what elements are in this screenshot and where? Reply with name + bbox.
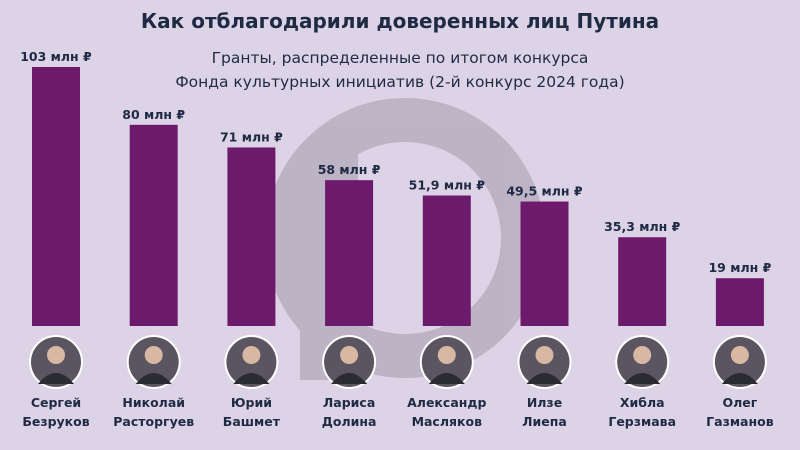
value-label-8: 19 млн ₽ — [708, 260, 771, 275]
chart-subtitle-line-1: Гранты, распределенные по итогом конкурс… — [212, 49, 589, 67]
name-last-7: Герзмава — [608, 414, 676, 429]
avatar-4 — [322, 335, 377, 389]
bars-group — [32, 67, 764, 326]
name-last-4: Долина — [322, 414, 377, 429]
watermark-logo — [265, 98, 545, 380]
avatar-1 — [29, 335, 83, 389]
value-label-3: 71 млн ₽ — [220, 129, 283, 144]
name-first-7: Хибла — [620, 395, 665, 410]
value-label-4: 58 млн ₽ — [318, 162, 381, 177]
bar-8 — [715, 278, 764, 326]
bar-5 — [422, 195, 471, 326]
bar-2 — [129, 124, 178, 326]
bar-3 — [227, 147, 276, 326]
name-last-1: Безруков — [22, 414, 89, 429]
bar-4 — [325, 180, 374, 326]
names-group: Сергей Безруков Николай Расторгуев Юрий Башме… — [22, 395, 773, 429]
avatar-8 — [712, 335, 767, 389]
name-last-2: Расторгуев — [113, 414, 194, 429]
value-label-7: 35,3 млн ₽ — [604, 219, 681, 234]
name-first-8: Олег — [723, 395, 758, 410]
name-last-3: Башмет — [223, 414, 281, 429]
value-label-1: 103 млн ₽ — [20, 49, 92, 64]
name-first-5: Александр — [407, 395, 486, 410]
bar-6 — [520, 201, 569, 326]
avatar-5 — [419, 335, 474, 389]
chart-title: Как отблагодарили доверенных лиц Путина — [141, 9, 659, 33]
avatar-7 — [615, 335, 670, 389]
avatars-group — [29, 335, 767, 389]
name-last-8: Газманов — [706, 414, 774, 429]
chart-subtitle-line-2: Фонда культурных инициатив (2-й конкурс … — [175, 73, 624, 91]
bar-1 — [32, 67, 80, 326]
name-last-5: Масляков — [412, 414, 483, 429]
name-first-1: Сергей — [31, 395, 81, 410]
name-last-6: Лиепа — [522, 414, 567, 429]
name-first-3: Юрий — [231, 395, 272, 410]
avatar-3 — [224, 335, 279, 389]
bar-7 — [618, 237, 667, 326]
value-label-5: 51,9 млн ₽ — [409, 177, 486, 192]
avatar-2 — [126, 335, 181, 389]
value-labels-group: 103 млн ₽ 80 млн ₽ 71 млн ₽ 58 млн ₽ 51,9 мл… — [20, 49, 771, 275]
value-label-2: 80 млн ₽ — [122, 107, 185, 122]
value-label-6: 49,5 млн ₽ — [506, 184, 583, 199]
avatar-6 — [517, 335, 572, 389]
name-first-2: Николай — [122, 395, 185, 410]
name-first-4: Лариса — [323, 395, 375, 410]
name-first-6: Илзе — [527, 395, 562, 410]
